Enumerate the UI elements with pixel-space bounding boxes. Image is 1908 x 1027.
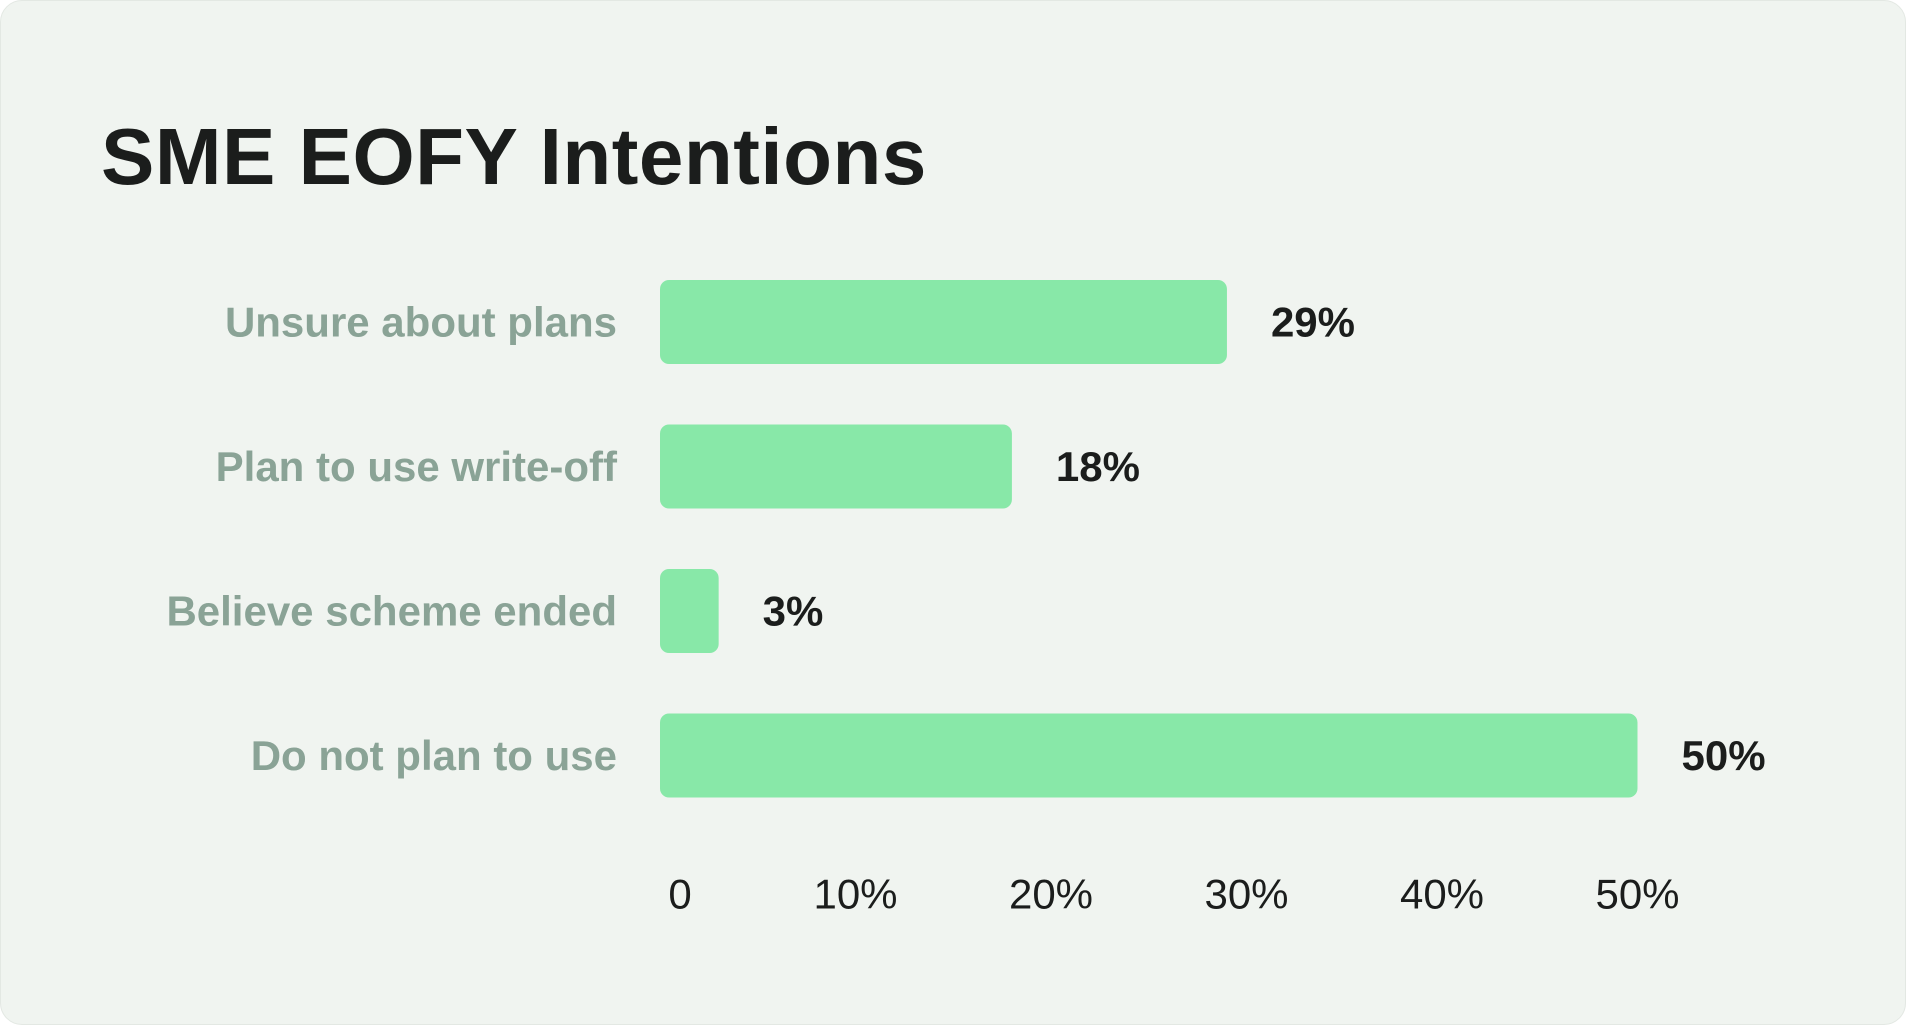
x-tick-label: 10%: [813, 871, 897, 918]
chart-title: SME EOFY Intentions: [101, 112, 927, 201]
category-label: Believe scheme ended: [166, 588, 617, 635]
value-label: 3%: [763, 588, 824, 635]
value-label: 29%: [1271, 299, 1355, 346]
x-tick-label: 20%: [1009, 871, 1093, 918]
bar: [660, 424, 1012, 509]
x-tick-label: 30%: [1204, 871, 1288, 918]
value-label: 18%: [1056, 443, 1140, 490]
bar: [660, 713, 1638, 798]
value-label: 50%: [1682, 732, 1766, 779]
category-label: Do not plan to use: [251, 732, 617, 779]
x-tick-label: 50%: [1595, 871, 1679, 918]
bar: [660, 280, 1227, 364]
x-tick-label: 0: [668, 871, 691, 918]
x-tick-label: 40%: [1400, 871, 1484, 918]
bar: [660, 569, 719, 653]
category-label: Plan to use write-off: [216, 443, 618, 490]
category-label: Unsure about plans: [225, 299, 617, 346]
